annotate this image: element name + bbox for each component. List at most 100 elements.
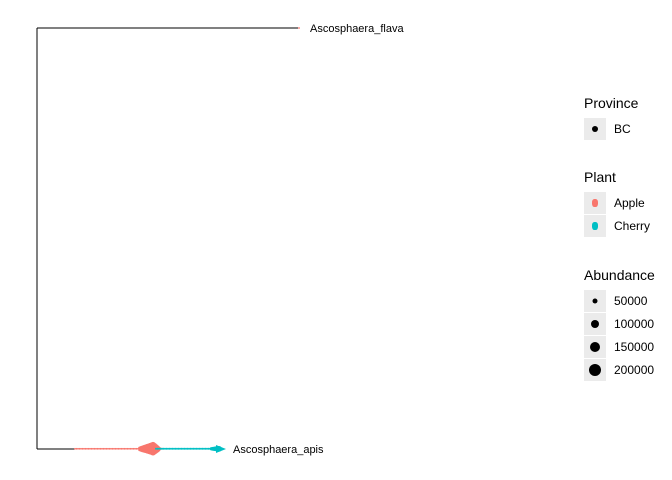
cherry-point [185, 447, 187, 450]
apple-point [78, 447, 81, 450]
cherry-point [201, 447, 204, 450]
legend-key-200000 [584, 358, 606, 381]
cherry-point [158, 447, 160, 450]
apple-point [122, 447, 124, 450]
apple-point [95, 447, 97, 450]
apple-point [77, 447, 79, 450]
legend-title-abundance: Abundance [584, 267, 655, 283]
cherry-point-series [155, 445, 226, 453]
cherry-point [170, 447, 172, 450]
apple-point [105, 447, 108, 450]
cherry-point [198, 447, 201, 450]
legend-item-200000: 200000 [584, 358, 655, 381]
apple-point [125, 447, 127, 450]
apple-point [90, 447, 93, 450]
cherry-point [162, 447, 165, 450]
apple-point [134, 447, 136, 450]
legend-key-100000 [584, 312, 606, 335]
cherry-point-tip [216, 445, 226, 453]
legend-item-cherry: Cherry [584, 214, 650, 237]
cherry-point [155, 447, 157, 450]
cherry-point [188, 447, 190, 450]
cherry-point [159, 447, 162, 450]
apple-point [128, 447, 130, 450]
apple-point [92, 447, 94, 450]
apple-point [104, 447, 106, 450]
legend-abundance: Abundance 50000 100000 150000 200000 [584, 267, 655, 381]
apple-point [89, 447, 91, 450]
cherry-point [197, 447, 199, 450]
legend-item-50000: 50000 [584, 289, 655, 312]
apple-point [87, 447, 90, 450]
cherry-point [191, 447, 193, 450]
apple-point [108, 447, 111, 450]
cherry-point [161, 447, 163, 450]
legend-title-province: Province [584, 95, 639, 111]
apple-point [123, 447, 126, 450]
legend-item-100000: 100000 [584, 312, 655, 335]
legend-key-150000 [584, 335, 606, 358]
apple-point [93, 447, 96, 450]
cherry-point [192, 447, 195, 450]
apple-point [120, 447, 123, 450]
cherry-point [164, 447, 166, 450]
cherry-point [168, 447, 171, 450]
apple-point [107, 447, 109, 450]
cherry-point [182, 447, 184, 450]
legend-label-150000: 150000 [614, 339, 655, 354]
apple-point [111, 447, 114, 450]
apple-point [86, 447, 88, 450]
apple-point [131, 447, 133, 450]
cherry-point [207, 447, 210, 450]
tip-label-flava: Ascosphaera_flava [310, 23, 404, 35]
apple-point [80, 447, 82, 450]
apple-point [83, 447, 85, 450]
apple-point [75, 447, 78, 450]
apple-point [126, 447, 129, 450]
cherry-point [167, 447, 169, 450]
legend-key-50000 [584, 289, 606, 312]
legend-label-apple: Apple [614, 195, 645, 210]
legend-label-100000: 100000 [614, 316, 655, 331]
apple-point [135, 447, 138, 450]
cherry-point [204, 447, 207, 450]
legend-province: Province BC [584, 95, 638, 140]
legend-item-bc: BC [584, 117, 638, 140]
legend-label-50000: 50000 [614, 293, 648, 308]
legend-label-200000: 200000 [614, 362, 655, 377]
cherry-point [171, 447, 174, 450]
apple-point [99, 447, 102, 450]
apple-point [117, 447, 120, 450]
cherry-point [180, 447, 183, 450]
apple-point [84, 447, 87, 450]
cherry-point [179, 447, 181, 450]
apple-point [110, 447, 112, 450]
cherry-point [203, 447, 205, 450]
cherry-point [206, 447, 208, 450]
tip-point-flava [298, 27, 300, 29]
apple-point [129, 447, 132, 450]
apple-point [116, 447, 118, 450]
cherry-point [165, 447, 168, 450]
legend-title-plant: Plant [584, 169, 616, 185]
apple-point [81, 447, 84, 450]
apple-point [98, 447, 100, 450]
apple-point [74, 447, 76, 450]
legend-label-cherry: Cherry [614, 218, 651, 233]
apple-point [119, 447, 121, 450]
tip-label-apis: Ascosphaera_apis [233, 444, 324, 456]
apple-point [102, 447, 105, 450]
cherry-point [156, 447, 159, 450]
cherry-point [186, 447, 189, 450]
cherry-point [194, 447, 196, 450]
legend-key-cherry [584, 214, 606, 237]
legend-item-150000: 150000 [584, 335, 655, 358]
legend-plant: Plant Apple Cherry [584, 169, 650, 237]
legend-key-apple [584, 191, 606, 214]
cherry-point [176, 447, 178, 450]
cherry-point [189, 447, 192, 450]
cherry-point [183, 447, 186, 450]
legend-key-bc [584, 117, 606, 140]
apple-point-series [74, 441, 163, 456]
